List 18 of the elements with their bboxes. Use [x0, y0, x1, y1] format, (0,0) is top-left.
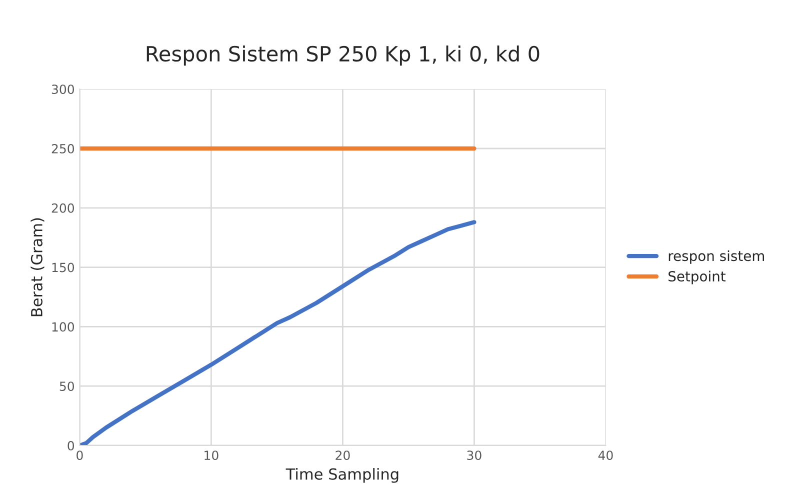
y-tick-label: 150: [52, 262, 74, 272]
y-tick-label: 300: [52, 84, 74, 94]
y-axis-title: Berat (Gram): [30, 218, 44, 316]
legend-label: Setpoint: [668, 270, 726, 284]
line-series: [80, 220, 476, 446]
y-tick-label: 50: [60, 382, 74, 392]
x-axis-title: Time Sampling: [286, 468, 398, 483]
legend-label: respon sistem: [668, 250, 764, 264]
y-tick-label: 250: [52, 144, 74, 154]
y-tick-label: 100: [52, 322, 74, 332]
x-tick-label: 40: [598, 450, 613, 460]
x-tick-label: 10: [204, 450, 218, 460]
chart-title: Respon Sistem SP 250 Kp 1, ki 0, kd 0: [146, 45, 540, 66]
y-tick-label: 200: [52, 203, 74, 213]
x-tick-label: 30: [467, 450, 482, 460]
x-tick-label: 0: [76, 450, 83, 460]
x-tick-label: 20: [336, 450, 350, 460]
y-tick-label: 0: [68, 440, 74, 450]
